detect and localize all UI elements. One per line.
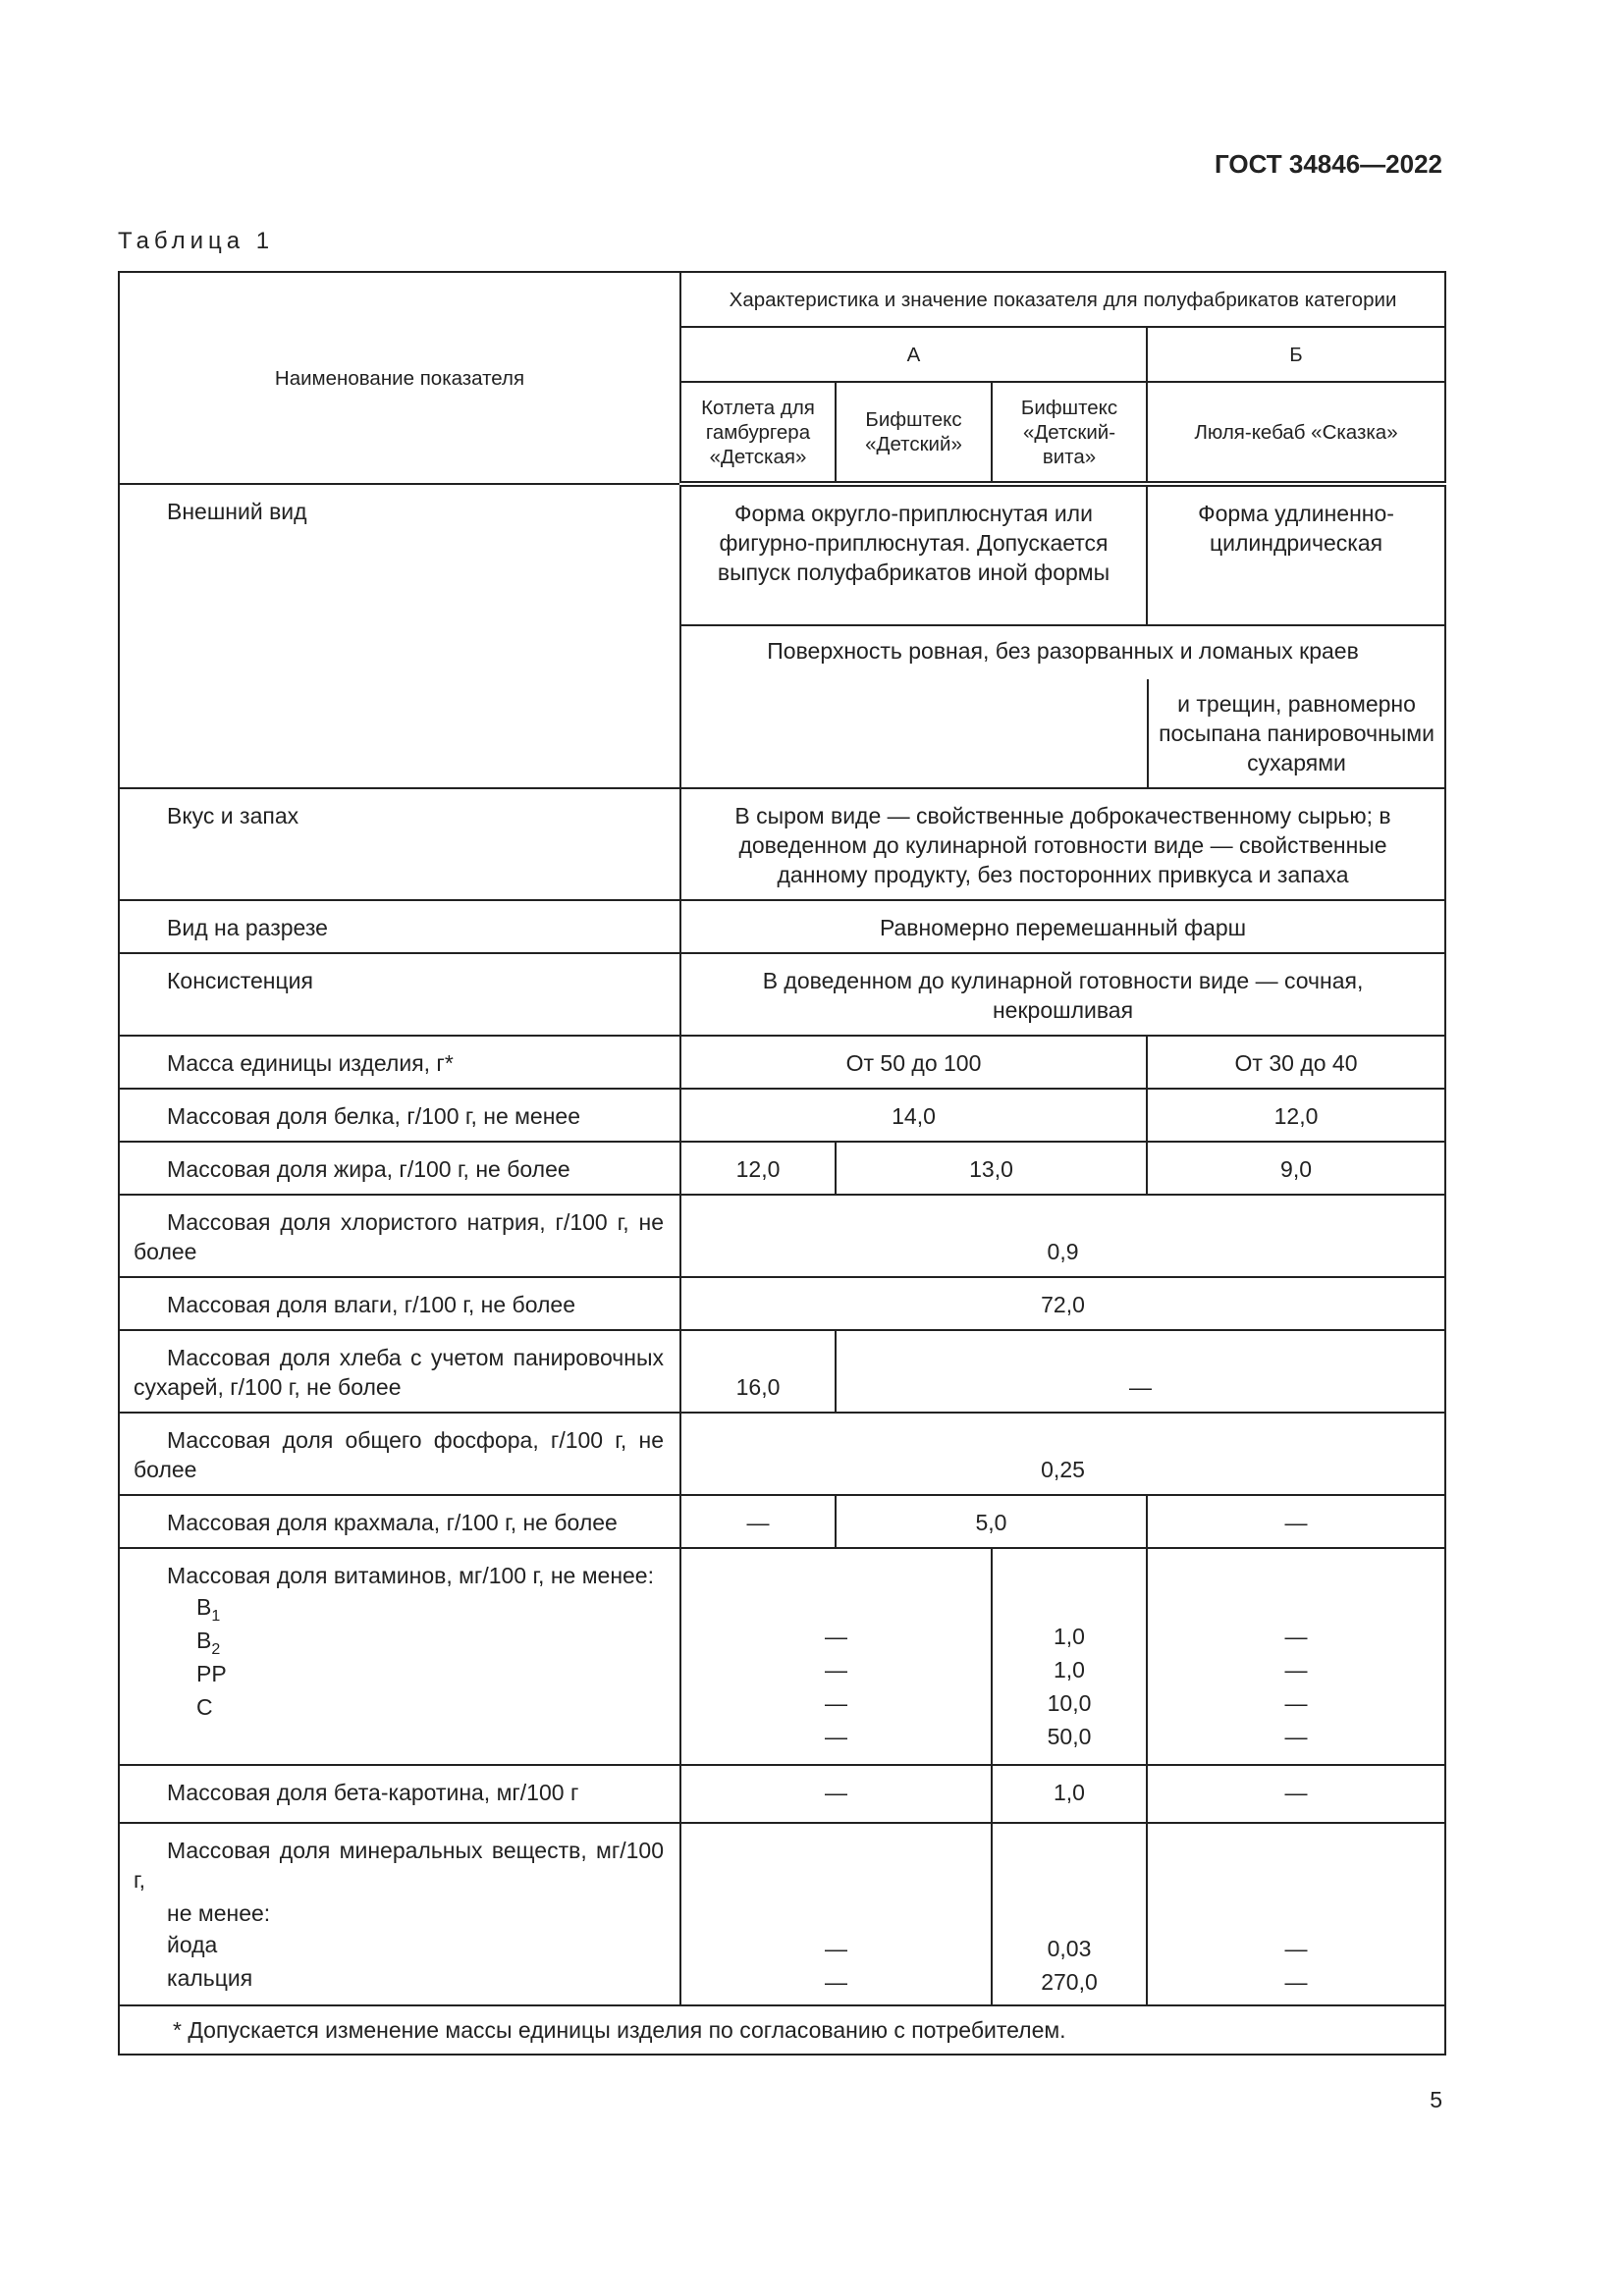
row-label: Массовая доля белка, г/100 г, не менее	[118, 1088, 681, 1143]
row-label: Массовая доля витаминов, мг/100 г, не ме…	[118, 1547, 681, 1766]
cell-value: 14,0	[679, 1088, 1148, 1143]
header-characteristic: Характеристика и значение показателя для…	[678, 271, 1447, 328]
row-label: Массовая доля влаги, г/100 г, не более	[118, 1276, 681, 1331]
table-row: Поверхность ровная, без разорванных и ло…	[119, 624, 1447, 789]
cell-value: От 30 до 40	[1145, 1035, 1447, 1090]
header-product: Бифштекс «Детский»	[835, 381, 993, 487]
cell-value: 16,0	[679, 1329, 837, 1414]
cell-value: 13,0	[835, 1141, 1148, 1196]
row-label: Массовая доля хлеба с учетом панировочны…	[118, 1329, 681, 1414]
page-number: 5	[1430, 2087, 1442, 2112]
cell-value: —	[1145, 1764, 1447, 1824]
document-code: ГОСТ 34846—2022	[1215, 149, 1442, 179]
cell-value: 0,9	[678, 1194, 1447, 1278]
header-indicator: Наименование показателя	[118, 271, 681, 485]
footnote: * Допускается изменение массы единицы из…	[117, 2004, 1447, 2056]
cell-value: —	[834, 1329, 1447, 1414]
cell-value: Равномерно перемешанный фарш	[678, 899, 1447, 954]
vitamin-name: B1	[196, 1594, 221, 1625]
table-row: Массовая доля хлеба с учетом панировочны…	[118, 1329, 1447, 1414]
vitamin-name: B2	[196, 1628, 221, 1658]
table-row: Массовая доля жира, г/100 г, не более 12…	[118, 1141, 1447, 1196]
row-label: Массовая доля хлористого натрия, г/100 г…	[118, 1194, 681, 1278]
header-category-a: А	[679, 326, 1148, 383]
table-row: Массовая доля крахмала, г/100 г, не боле…	[118, 1494, 1447, 1549]
cell-value: 0,25	[678, 1412, 1447, 1496]
cell-values: — — — —	[679, 1547, 993, 1766]
cell-value: Форма округло-приплюснутая или фигурно-п…	[679, 483, 1148, 626]
row-label: Массовая доля общего фосфора, г/100 г, н…	[118, 1412, 681, 1496]
vitamin-name: C	[196, 1694, 213, 1720]
table-row: Массовая доля белка, г/100 г, не менее 1…	[118, 1088, 1447, 1143]
vitamins-label: Массовая доля витаминов, мг/100 г, не ме…	[167, 1563, 654, 1588]
cell-value: В сыром виде — свойственные доброкачеств…	[678, 787, 1447, 901]
cell-value: —	[679, 1764, 993, 1824]
table-row: Массовая доля бета-каротина, мг/100 г — …	[118, 1764, 1447, 1824]
cell-value: 9,0	[1145, 1141, 1447, 1196]
table-row: Вид на разрезе Равномерно перемешанный ф…	[118, 899, 1447, 954]
cell-value: От 50 до 100	[679, 1035, 1148, 1090]
table-row: Консистенция В доведенном до кулинарной …	[118, 952, 1447, 1037]
cell-surface: Поверхность ровная, без разорванных и ло…	[678, 624, 1447, 789]
header-product: Люля-кебаб «Сказка»	[1145, 381, 1447, 487]
cell-values: — —	[679, 1822, 993, 2006]
row-label: Вид на разрезе	[118, 899, 681, 954]
cell-value: 1,0	[991, 1764, 1148, 1824]
cell-value: Форма удлиненно-цилиндрическая	[1145, 483, 1447, 626]
table-row: Массовая доля минеральных веществ, мг/10…	[118, 1822, 1447, 2006]
table-row: Массовая доля хлористого натрия, г/100 г…	[118, 1194, 1447, 1278]
row-label: Вкус и запах	[118, 787, 681, 901]
cell-values: 1,0 1,0 10,0 50,0	[991, 1547, 1148, 1766]
table-row: Массовая доля общего фосфора, г/100 г, н…	[118, 1412, 1447, 1496]
cell-values: — — — —	[1145, 1547, 1447, 1766]
mineral-name: йода	[167, 1932, 218, 1957]
cell-value: 12,0	[679, 1141, 837, 1196]
cell-values: 0,03 270,0	[991, 1822, 1148, 2006]
row-label: Внешний вид	[118, 483, 681, 789]
cell-value: —	[679, 1494, 837, 1549]
table-row: Масса единицы изделия, г* От 50 до 100 О…	[118, 1035, 1447, 1090]
table-row: Массовая доля влаги, г/100 г, не более 7…	[118, 1276, 1447, 1331]
cell-value: 12,0	[1145, 1088, 1447, 1143]
mineral-name: кальция	[167, 1965, 253, 1991]
header-product: Котлета для гамбургера «Детская»	[679, 381, 837, 487]
table-row: Вкус и запах В сыром виде — свойственные…	[118, 787, 1447, 901]
surface-text-b: и трещин, равномерно посыпана панировочн…	[1147, 679, 1444, 787]
cell-value: 72,0	[678, 1276, 1447, 1331]
header-category-b: Б	[1145, 326, 1447, 383]
row-label: Консистенция	[118, 952, 681, 1037]
table-row: Внешний вид Форма округло-приплюснутая и…	[118, 483, 1447, 789]
row-label: Масса единицы изделия, г*	[118, 1035, 681, 1090]
row-label: Массовая доля минеральных веществ, мг/10…	[118, 1822, 681, 2006]
row-label: Массовая доля бета-каротина, мг/100 г	[118, 1764, 681, 1824]
table-title: Таблица 1	[118, 228, 275, 254]
requirements-table: Наименование показателя Характеристика и…	[117, 271, 1447, 2056]
cell-value: 5,0	[835, 1494, 1148, 1549]
surface-text: Поверхность ровная, без разорванных и ло…	[767, 638, 1359, 664]
row-label: Массовая доля жира, г/100 г, не более	[118, 1141, 681, 1196]
cell-value: —	[1145, 1494, 1447, 1549]
vitamin-name: PP	[196, 1661, 227, 1686]
header-product: Бифштекс «Детский-вита»	[991, 381, 1148, 487]
cell-value: В доведенном до кулинарной готовности ви…	[678, 952, 1447, 1037]
cell-values: — —	[1145, 1822, 1447, 2006]
row-label: Массовая доля крахмала, г/100 г, не боле…	[118, 1494, 681, 1549]
table-row: Массовая доля витаминов, мг/100 г, не ме…	[118, 1547, 1447, 1766]
